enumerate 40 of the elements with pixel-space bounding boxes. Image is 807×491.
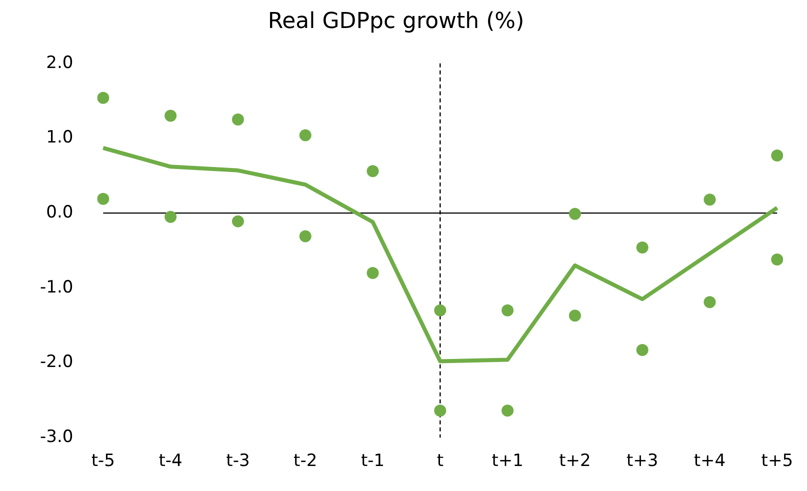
x-tick-label: t+4 bbox=[694, 451, 726, 472]
point bbox=[97, 192, 110, 205]
point bbox=[97, 92, 110, 104]
point bbox=[164, 210, 177, 223]
point bbox=[636, 242, 648, 254]
x-tick-label: t-4 bbox=[158, 451, 182, 472]
point bbox=[704, 194, 716, 206]
chart-title: Real GDPpc growth (%) bbox=[268, 8, 524, 34]
point bbox=[704, 296, 716, 308]
y-tick-label: -1.0 bbox=[40, 277, 74, 298]
x-tick-label: t+2 bbox=[559, 451, 591, 472]
point bbox=[771, 253, 784, 266]
point bbox=[232, 114, 244, 126]
x-tick-label: t+1 bbox=[492, 451, 524, 472]
x-tick-label: t-1 bbox=[360, 451, 385, 472]
point bbox=[502, 304, 514, 316]
x-tick-label: t-3 bbox=[226, 451, 250, 472]
point bbox=[502, 404, 514, 417]
y-tick-label: 0.0 bbox=[46, 202, 74, 222]
point bbox=[434, 404, 446, 417]
point bbox=[771, 149, 784, 162]
x-tick-label: t+5 bbox=[761, 451, 794, 472]
point bbox=[232, 215, 244, 228]
point bbox=[568, 208, 581, 220]
x-tick-label: t+3 bbox=[626, 451, 658, 472]
y-tick-label: 1.0 bbox=[46, 128, 74, 148]
point bbox=[366, 165, 379, 178]
point bbox=[636, 344, 648, 356]
y-tick-label: -3.0 bbox=[40, 427, 74, 448]
point bbox=[434, 304, 446, 316]
point bbox=[568, 310, 581, 322]
point bbox=[366, 266, 379, 279]
x-tick-label: t-5 bbox=[91, 451, 115, 472]
point bbox=[164, 110, 177, 122]
point bbox=[299, 230, 312, 242]
x-tick-label: t-2 bbox=[294, 451, 318, 472]
y-tick-label: -2.0 bbox=[40, 352, 74, 372]
y-tick-label: 2.0 bbox=[46, 52, 74, 73]
point bbox=[299, 129, 312, 142]
x-tick-label: t bbox=[436, 451, 444, 472]
